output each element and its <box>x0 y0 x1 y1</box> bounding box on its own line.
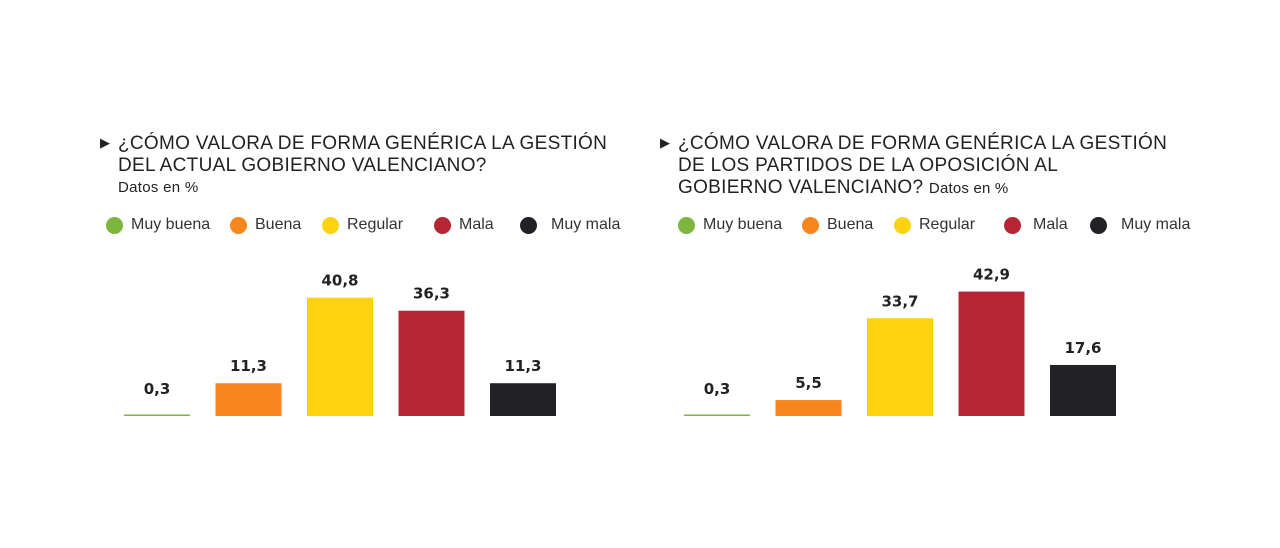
bar-value-label: 36,3 <box>413 285 450 303</box>
legend-item: Buena <box>230 216 301 234</box>
bar-regular <box>867 318 933 416</box>
bar-value-label: 0,3 <box>144 380 171 398</box>
legend-swatch <box>230 216 247 234</box>
bar-value-label: 5,5 <box>795 374 822 392</box>
title-line-3: GOBIERNO VALENCIANO? <box>678 177 924 198</box>
bar-value-label: 17,6 <box>1064 339 1101 357</box>
triangle-right-icon: ▶ <box>100 135 111 150</box>
legend-left: Muy buena Buena Regular Mala Muy mala <box>106 216 646 240</box>
legend-label: Buena <box>255 216 302 233</box>
legend-label: Muy buena <box>131 216 211 233</box>
title-line-1: ¿CÓMO VALORA DE FORMA GENÉRICA LA GESTIÓ… <box>678 133 1168 154</box>
bar-mala <box>958 291 1025 416</box>
legend-swatch <box>678 216 695 234</box>
legend-item: Regular <box>322 216 403 234</box>
legend-right: Muy buena Buena Regular Mala Muy mala <box>666 216 1206 240</box>
legend-label: Muy mala <box>551 216 621 233</box>
title-line-1: ¿CÓMO VALORA DE FORMA GENÉRICA LA GESTIÓ… <box>118 133 608 154</box>
legend-item: Muy buena <box>106 216 210 234</box>
chart-subtitle-right: Datos en % <box>928 180 1009 197</box>
bar-value-label: 42,9 <box>973 266 1010 284</box>
legend-label: Regular <box>347 216 404 233</box>
legend-label: Mala <box>459 216 494 233</box>
bar-buena <box>215 383 282 416</box>
bar-muy-buena <box>124 414 190 416</box>
bar-regular <box>307 297 373 416</box>
title-line-2: DEL ACTUAL GOBIERNO VALENCIANO? <box>118 155 487 176</box>
legend-item: Mala <box>1004 216 1068 234</box>
chart-title-left: ▶ ¿CÓMO VALORA DE FORMA GENÉRICA LA GESTI… <box>100 132 620 199</box>
bar-value-label: 11,3 <box>504 357 541 375</box>
legend-item: Mala <box>434 216 494 234</box>
legend-label: Muy mala <box>1121 216 1191 233</box>
bar-muy-mala <box>490 383 556 416</box>
legend-swatch <box>520 216 537 234</box>
legend-swatch <box>1004 216 1021 234</box>
legend-item: Muy buena <box>678 216 782 234</box>
chart-panel-right: ▶ ¿CÓMO VALORA DE FORMA GENÉRICA LA GESTI… <box>660 0 1220 548</box>
legend-swatch <box>894 216 911 234</box>
legend-label: Muy buena <box>703 216 783 233</box>
legend-label: Buena <box>827 216 874 233</box>
bar-chart-left: 0,3 11,3 40,8 36,3 11,3 <box>124 272 556 416</box>
chart-subtitle-left: Datos en % <box>118 179 199 196</box>
bar-value-label: 11,3 <box>230 357 267 375</box>
bar-chart-right: 0,3 5,5 33,7 42,9 17,6 <box>684 266 1116 416</box>
bar-buena <box>775 400 842 416</box>
legend-item: Muy mala <box>520 216 620 234</box>
legend-label: Mala <box>1033 216 1068 233</box>
legend-swatch <box>434 216 451 234</box>
legend-swatch <box>802 216 819 234</box>
bar-value-label: 33,7 <box>881 292 918 310</box>
legend-swatch <box>106 216 123 234</box>
bar-mala <box>398 310 465 416</box>
legend-item: Regular <box>894 216 975 234</box>
legend-item: Buena <box>802 216 873 234</box>
bar-muy-buena <box>684 414 750 416</box>
legend-label: Regular <box>919 216 976 233</box>
legend-swatch <box>322 216 339 234</box>
legend-swatch <box>1090 216 1107 234</box>
chart-panel-left: ▶ ¿CÓMO VALORA DE FORMA GENÉRICA LA GESTI… <box>100 0 660 548</box>
title-line-2: DE LOS PARTIDOS DE LA OPOSICIÓN AL <box>678 155 1059 176</box>
legend-item: Muy mala <box>1090 216 1190 234</box>
bar-muy-mala <box>1050 364 1116 416</box>
bar-value-label: 0,3 <box>704 380 731 398</box>
triangle-right-icon: ▶ <box>660 135 671 150</box>
chart-title-right: ▶ ¿CÓMO VALORA DE FORMA GENÉRICA LA GESTI… <box>660 132 1180 200</box>
bar-value-label: 40,8 <box>321 272 358 290</box>
